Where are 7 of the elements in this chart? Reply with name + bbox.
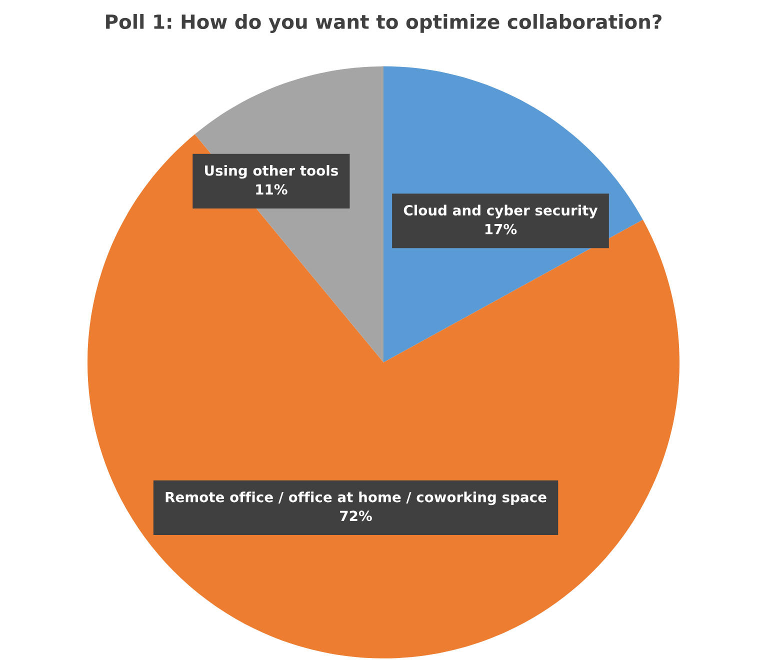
slice-label: Using other tools [205,165,338,179]
data-label: 11% [256,184,288,195]
slice-label: Remote office / office at home / coworking space [166,492,546,506]
chart-title: Poll 1: How do you want to optimize collaboration? [106,14,662,33]
data-label: 72% [340,510,372,522]
data-label: 17% [485,224,517,234]
slice-label: Cloud and cyber security [404,204,598,218]
